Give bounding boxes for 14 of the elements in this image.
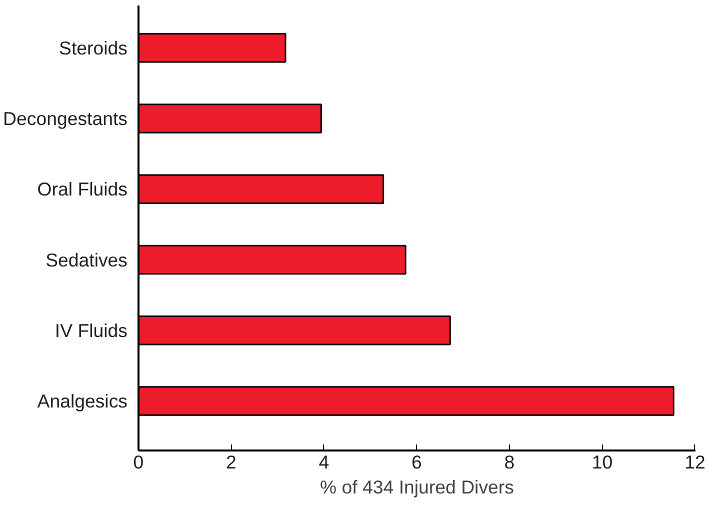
y-tick-label: Steroids [59,37,128,58]
y-tick-label: Decongestants [3,108,128,130]
x-tick-label: 2 [226,452,236,472]
x-tick-label: 6 [412,452,422,472]
y-tick-label: Analgesics [37,390,128,412]
x-tick-label: 0 [133,452,144,472]
x-axis-title: % of 434 Injured Divers [320,476,514,498]
x-tick-label: 8 [504,452,515,472]
y-tick-label: Sedatives [46,249,128,270]
x-tick-label: 4 [318,452,330,472]
y-tick-label: Oral Fluids [37,178,128,200]
y-tick-label: IV Fluids [54,320,128,341]
x-tick-label: 10 [592,452,613,472]
x-tick-label: 12 [684,452,706,472]
